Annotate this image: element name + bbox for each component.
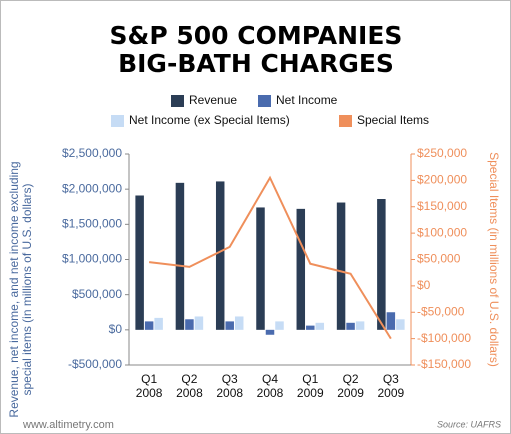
x-tick-label: Q3 — [222, 372, 238, 386]
bar — [154, 317, 163, 330]
bar — [185, 319, 194, 330]
x-tick-label: 2008 — [216, 386, 243, 400]
bar — [234, 316, 244, 330]
y2-tick-label: $250,000 — [417, 146, 467, 160]
y-tick-label: $1,500,000 — [62, 217, 122, 231]
y2-tick-label: $0 — [417, 278, 431, 292]
bar — [194, 316, 204, 330]
legend-swatch — [111, 115, 124, 127]
x-tick-label: Q3 — [383, 372, 399, 386]
chart-title: S&P 500 COMPANIES — [110, 21, 403, 50]
legend-swatch — [258, 95, 271, 107]
x-tick-label: Q4 — [262, 372, 278, 386]
bar — [377, 199, 386, 330]
bar — [315, 322, 325, 330]
legend-label: Special Items — [357, 113, 429, 127]
bar — [336, 202, 346, 330]
x-tick-label: 2009 — [337, 386, 364, 400]
line — [149, 175, 392, 340]
x-tick-label: 2008 — [257, 386, 284, 400]
bar — [275, 321, 284, 330]
y-tick-label: $2,000,000 — [62, 181, 122, 195]
bar — [346, 322, 355, 330]
y2-axis-title: Special Items (in millions of U.S. dolla… — [487, 152, 501, 367]
chart-title: BIG-BATH CHARGES — [118, 49, 394, 78]
legend-label: Net Income — [276, 93, 338, 107]
y-tick-label: $500,000 — [72, 287, 122, 301]
bar — [256, 207, 265, 330]
legend-label: Net Income (ex Special Items) — [129, 113, 290, 127]
y-tick-label: -$500,000 — [68, 357, 122, 371]
bar — [296, 208, 306, 330]
y-tick-label: $1,000,000 — [62, 252, 122, 266]
y2-tick-label: $100,000 — [417, 225, 467, 239]
bar — [175, 182, 185, 330]
x-tick-label: 2008 — [136, 386, 163, 400]
y2-tick-label: -$150,000 — [417, 357, 471, 371]
x-tick-label: 2008 — [176, 386, 203, 400]
x-tick-label: Q2 — [343, 372, 359, 386]
bar — [306, 325, 315, 330]
y-tick-label: $0 — [109, 322, 123, 336]
bar — [265, 329, 275, 335]
x-tick-label: 2009 — [297, 386, 324, 400]
x-tick-label: Q1 — [141, 372, 157, 386]
legend-label: Revenue — [189, 93, 237, 107]
y2-tick-label: -$50,000 — [417, 304, 465, 318]
bar — [396, 319, 405, 330]
y-axis-title: Revenue, net income, and net income excl… — [7, 161, 21, 417]
bar — [144, 321, 154, 330]
x-tick-label: 2009 — [378, 386, 405, 400]
source: Source: UAFRS — [437, 419, 501, 429]
legend-swatch — [339, 115, 352, 127]
y2-tick-label: $200,000 — [417, 173, 467, 187]
y-tick-label: $2,500,000 — [62, 146, 122, 160]
y-axis-title: special items (in millions of U.S. dolla… — [20, 183, 34, 395]
y2-tick-label: -$100,000 — [417, 331, 471, 345]
x-tick-label: Q1 — [302, 372, 318, 386]
bar — [215, 181, 225, 330]
bar — [135, 195, 144, 330]
bar — [225, 321, 234, 330]
x-tick-label: Q2 — [181, 372, 197, 386]
bar — [386, 312, 396, 330]
bar — [355, 321, 365, 330]
footer: www.altimetry.com — [22, 419, 114, 431]
y2-tick-label: $50,000 — [417, 252, 461, 266]
y2-tick-label: $150,000 — [417, 199, 467, 213]
legend-swatch — [171, 95, 184, 107]
